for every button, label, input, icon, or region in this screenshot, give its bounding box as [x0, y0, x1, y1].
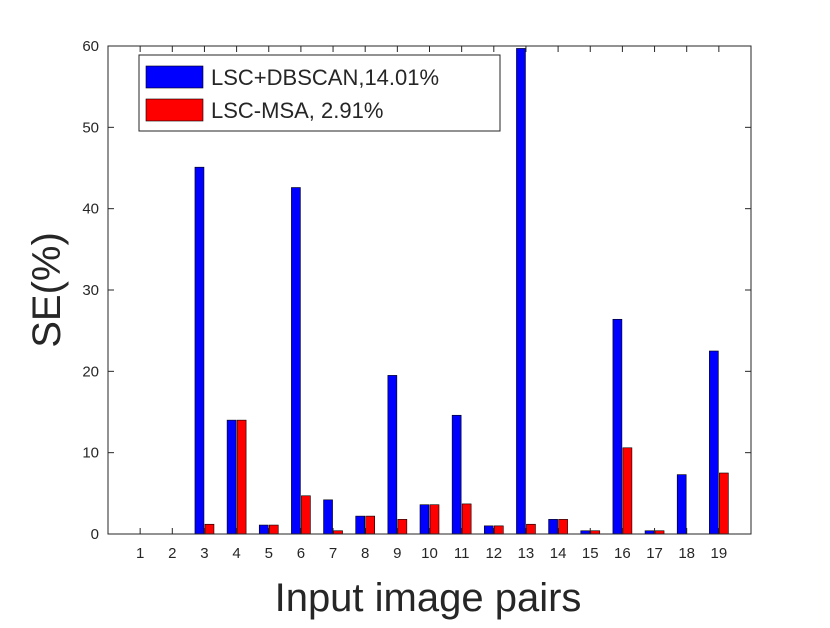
- bar-series-1-pair-4: [226, 419, 237, 535]
- bar-series-1-pair-18: [676, 474, 687, 535]
- bar-series-2-pair-6: [301, 495, 311, 535]
- y-tick-label: 30: [82, 282, 99, 299]
- legend-swatch-2: [145, 98, 204, 122]
- bar-series-1-pair-10: [419, 504, 430, 535]
- bar-series-1-pair-16: [612, 318, 623, 535]
- x-tick-label: 18: [678, 545, 695, 562]
- legend-label-1: LSC+DBSCAN,14.01%: [211, 65, 439, 90]
- x-tick-label: 4: [232, 545, 240, 562]
- y-axis-title: SE(%): [25, 232, 69, 348]
- x-tick-label: 13: [518, 545, 535, 562]
- bar-series-1-pair-11: [451, 414, 462, 535]
- bar-series-2-pair-19: [719, 472, 729, 535]
- bar-series-2-pair-12: [493, 525, 504, 535]
- bar-series-2-pair-8: [365, 515, 376, 535]
- x-tick-label: 14: [550, 545, 567, 562]
- bars-layer: [194, 48, 729, 535]
- legend-label-2: LSC-MSA, 2.91%: [211, 98, 383, 123]
- x-tick-label: 16: [614, 545, 631, 562]
- y-tick-label: 40: [82, 201, 99, 218]
- x-tick-label: 5: [265, 545, 273, 562]
- x-tick-label: 9: [393, 545, 401, 562]
- bar-series-2-pair-10: [429, 504, 440, 535]
- x-tick-label: 10: [421, 545, 438, 562]
- bar-series-2-pair-5: [268, 524, 279, 535]
- x-tick-label: 7: [329, 545, 337, 562]
- x-tick-label: 11: [454, 545, 470, 562]
- bar-series-2-pair-11: [461, 503, 472, 535]
- y-tick-label: 50: [82, 119, 99, 136]
- bar-series-1-pair-8: [355, 515, 366, 535]
- legend: LSC+DBSCAN,14.01% LSC-MSA, 2.91%: [138, 54, 501, 132]
- x-tick-label: 8: [361, 545, 369, 562]
- x-tick-label: 15: [582, 545, 599, 562]
- x-tick-label: 1: [136, 545, 144, 562]
- bar-series-1-pair-12: [483, 525, 494, 535]
- x-tick-label: 2: [168, 545, 176, 562]
- x-tick-label: 17: [646, 545, 663, 562]
- bar-series-1-pair-7: [323, 499, 333, 535]
- x-tick-label: 19: [711, 545, 728, 562]
- bar-series-1-pair-13: [516, 48, 526, 535]
- bar-series-1-pair-3: [194, 166, 205, 535]
- bar-series-2-pair-9: [397, 519, 408, 535]
- x-axis-title: Input image pairs: [275, 576, 582, 620]
- bar-series-2-pair-4: [236, 419, 247, 535]
- bar-series-1-pair-6: [291, 187, 301, 535]
- y-tick-label: 10: [82, 445, 99, 462]
- bar-series-1-pair-9: [387, 375, 398, 535]
- bar-series-2-pair-14: [558, 519, 568, 535]
- y-tick-label: 60: [82, 38, 99, 55]
- y-tick-label: 20: [82, 363, 99, 380]
- x-tick-label: 6: [297, 545, 305, 562]
- bar-series-1-pair-5: [258, 524, 269, 535]
- bar-series-2-pair-13: [526, 523, 536, 535]
- x-tick-label: 3: [200, 545, 208, 562]
- bar-series-1-pair-14: [548, 519, 558, 535]
- bar-series-2-pair-3: [204, 523, 215, 535]
- y-tick-label: 0: [91, 526, 99, 543]
- bar-series-2-pair-16: [622, 447, 633, 535]
- legend-swatch-1: [145, 65, 204, 89]
- bar-series-1-pair-19: [709, 350, 719, 535]
- x-tick-label: 12: [485, 545, 502, 562]
